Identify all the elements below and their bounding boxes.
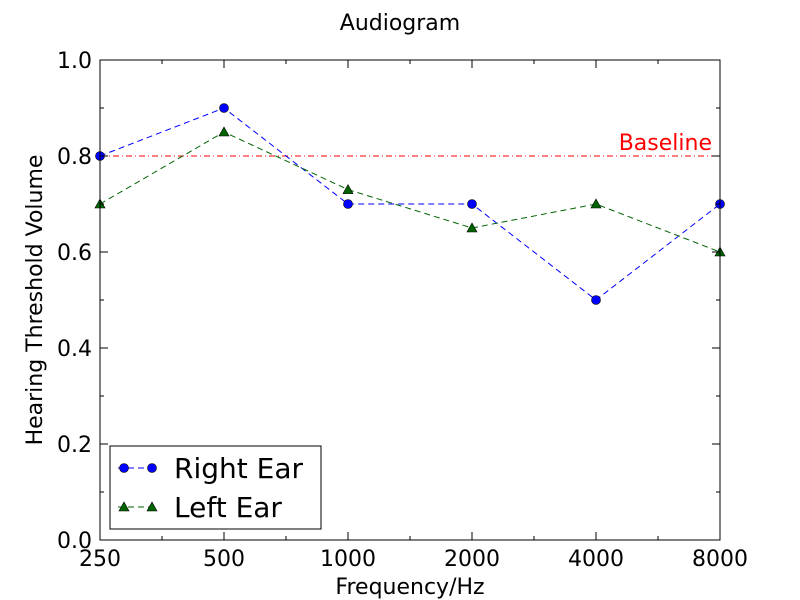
y-tick-label: 0.0 [57, 529, 92, 554]
data-point-left-ear [466, 222, 478, 233]
series-line-left-ear [99, 131, 721, 253]
legend-marker-left-ear [118, 501, 130, 512]
chart-title: Audiogram [340, 11, 460, 36]
legend-label-left-ear: Left Ear [174, 491, 282, 524]
y-tick-label: 0.6 [57, 241, 92, 266]
x-tick-label: 500 [203, 547, 245, 572]
y-tick-label: 0.2 [57, 433, 92, 458]
y-tick-label: 1.0 [57, 49, 92, 74]
legend: Right Ear Left Ear [109, 445, 322, 530]
y-axis-label: Hearing Threshold Volume [23, 155, 48, 446]
data-point-right-ear [467, 199, 477, 209]
series-line-right-ear [99, 107, 721, 301]
legend-marker-left-ear [146, 501, 158, 512]
legend-label-right-ear: Right Ear [174, 452, 303, 485]
x-tick-label: 8000 [692, 547, 748, 572]
x-tick-label: 1000 [320, 547, 376, 572]
legend-box [109, 445, 322, 530]
data-point-right-ear [343, 199, 353, 209]
legend-marker-right-ear [147, 463, 157, 473]
y-tick-label: 0.4 [57, 337, 92, 362]
data-point-right-ear [591, 295, 601, 305]
y-tick-label: 0.8 [57, 145, 92, 170]
plot-area: Baseline 0.0 0.2 0.4 0.6 0.8 1.0 250 500 1000 2000… [57, 49, 748, 572]
data-point-right-ear [219, 103, 229, 113]
x-tick-label: 2000 [444, 547, 500, 572]
legend-marker-right-ear [119, 463, 129, 473]
data-point-left-ear [590, 198, 602, 209]
x-tick-label: 250 [79, 547, 121, 572]
baseline-label: Baseline [619, 131, 712, 156]
x-axis-label: Frequency/Hz [335, 575, 484, 600]
x-tick-label: 4000 [568, 547, 624, 572]
data-point-left-ear [342, 183, 354, 194]
data-point-left-ear [218, 126, 230, 137]
